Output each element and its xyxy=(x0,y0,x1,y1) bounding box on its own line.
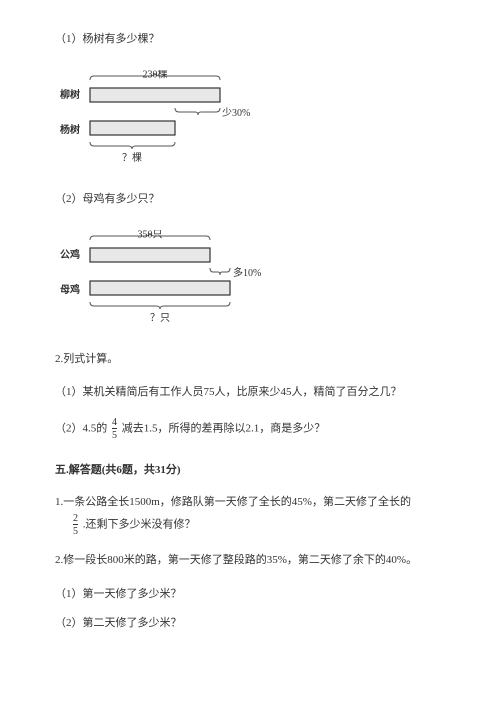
svg-text:350只: 350只 xyxy=(138,230,163,240)
diagram-1: 230棵 柳树 少30% 杨树 ？棵 xyxy=(55,70,445,165)
frac-den: 5 xyxy=(73,524,78,537)
question-1-2: （2）母鸡有多少只？ xyxy=(55,190,445,210)
diagram-2: 350只 公鸡 多10% 母鸡 ？只 xyxy=(55,230,445,325)
svg-text:母鸡: 母鸡 xyxy=(60,283,80,296)
section-5-title: 五.解答题(共6题，共31分) xyxy=(55,461,445,481)
s5-q1-line1: 1.一条公路全长1500m，修路队第一天修了全长的45%，第二天修了全长的 xyxy=(55,493,445,513)
s5-q1-suffix: .还剩下多少米没有修？ xyxy=(83,518,196,530)
s5-q1: 1.一条公路全长1500m，修路队第一天修了全长的45%，第二天修了全长的 2 … xyxy=(55,493,445,537)
svg-text:？只: ？只 xyxy=(150,313,170,324)
svg-text:杨树: 杨树 xyxy=(60,123,80,136)
bar-diagram-1: 230棵 柳树 少30% 杨树 ？棵 xyxy=(55,70,255,165)
s5-q2-2: （2）第二天修了多少米？ xyxy=(55,614,445,634)
question-2-1: （1）某机关精简后有工作人员75人，比原来少45人，精简了百分之几？ xyxy=(55,383,445,403)
question-1-1: （1）杨树有多少棵？ xyxy=(55,30,445,50)
bar-diagram-2: 350只 公鸡 多10% 母鸡 ？只 xyxy=(55,230,265,325)
svg-text:230棵: 230棵 xyxy=(143,70,168,80)
s5-q2: 2.修一段长800米的路，第一天修了整段路的35%，第二天修了余下的40%。 xyxy=(55,551,445,571)
q2-2-fraction: 4 5 xyxy=(112,417,117,441)
svg-text:多10%: 多10% xyxy=(233,266,261,279)
svg-text:少30%: 少30% xyxy=(222,107,250,119)
svg-text:公鸡: 公鸡 xyxy=(60,248,80,261)
frac-den: 5 xyxy=(112,428,117,441)
svg-text:？棵: ？棵 xyxy=(122,151,142,164)
s5-q2-1: （1）第一天修了多少米？ xyxy=(55,585,445,605)
frac-num: 2 xyxy=(73,513,78,524)
q2-2-suffix: 减去1.5，所得的差再除以2.1，商是多少？ xyxy=(122,423,326,435)
svg-text:柳树: 柳树 xyxy=(60,88,80,101)
question-2-title: 2.列式计算。 xyxy=(55,350,445,370)
s5-q1-line2: 2 5 .还剩下多少米没有修？ xyxy=(71,513,445,537)
s5-q1-fraction: 2 5 xyxy=(73,513,78,537)
q2-2-prefix: （2）4.5的 xyxy=(55,423,110,435)
frac-num: 4 xyxy=(112,417,117,428)
question-2-2: （2）4.5的 4 5 减去1.5，所得的差再除以2.1，商是多少？ xyxy=(55,417,445,441)
